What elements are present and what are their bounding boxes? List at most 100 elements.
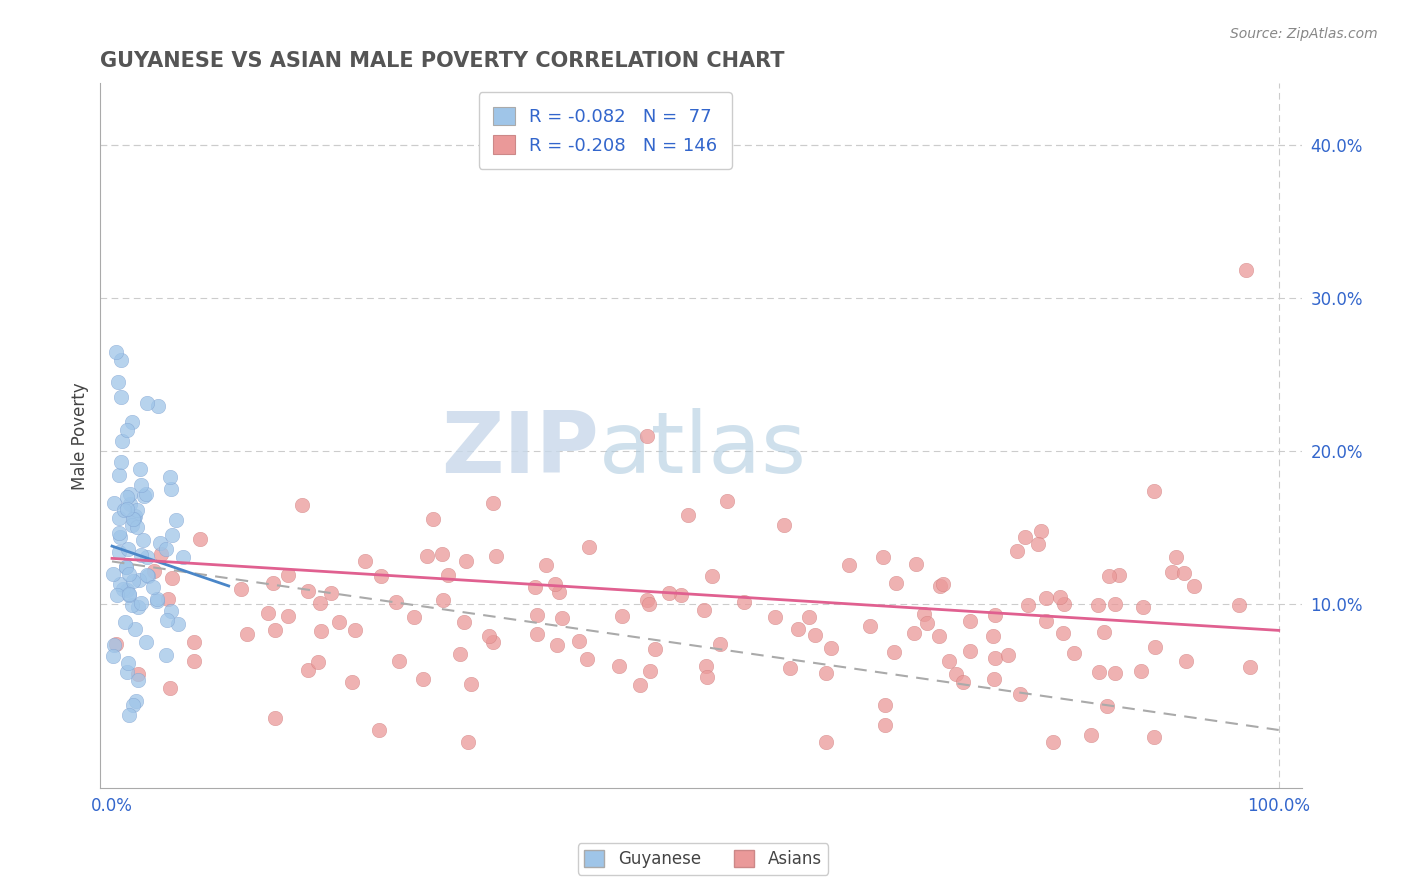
Point [402, 610, 425, 624]
Point [904, 557, 927, 571]
Point [121, 599, 143, 613]
Point [127, 667, 149, 681]
Point [1017, 598, 1039, 612]
Text: atlas: atlas [599, 409, 807, 491]
Point [149, 547, 172, 561]
Point [637, 598, 659, 612]
Point [1087, 599, 1109, 613]
Point [412, 672, 434, 686]
Point [1182, 579, 1205, 593]
Point [658, 586, 681, 600]
Point [145, 593, 167, 607]
Text: GUYANESE VS ASIAN MALE POVERTY CORRELATION CHART: GUYANESE VS ASIAN MALE POVERTY CORRELATI… [100, 51, 785, 70]
Point [117, 502, 139, 516]
Point [696, 670, 718, 684]
Point [838, 558, 860, 572]
Point [709, 638, 731, 652]
Point [256, 606, 278, 620]
Point [103, 648, 125, 663]
Point [114, 615, 136, 629]
Point [773, 518, 796, 533]
Point [1053, 598, 1076, 612]
Point [146, 591, 169, 606]
Point [422, 512, 444, 526]
Point [125, 693, 148, 707]
Point [127, 600, 149, 615]
Point [107, 375, 129, 389]
Point [526, 627, 548, 641]
Y-axis label: Male Poverty: Male Poverty [72, 382, 89, 490]
Point [108, 510, 131, 524]
Point [136, 396, 159, 410]
Point [135, 568, 157, 582]
Point [547, 584, 569, 599]
Point [129, 478, 152, 492]
Point [385, 595, 408, 609]
Point [1008, 687, 1031, 701]
Point [929, 579, 952, 593]
Point [536, 558, 558, 572]
Point [103, 566, 125, 581]
Point [343, 623, 366, 637]
Point [551, 611, 574, 625]
Point [162, 528, 184, 542]
Point [872, 550, 894, 565]
Point [111, 434, 134, 449]
Point [367, 723, 389, 738]
Point [526, 608, 548, 623]
Point [1143, 730, 1166, 744]
Point [156, 592, 179, 607]
Point [815, 735, 838, 749]
Point [1104, 666, 1126, 681]
Point [110, 353, 132, 368]
Point [523, 581, 546, 595]
Point [160, 572, 183, 586]
Point [787, 622, 810, 636]
Point [945, 667, 967, 681]
Point [103, 496, 125, 510]
Point [277, 568, 299, 582]
Point [136, 550, 159, 565]
Point [959, 614, 981, 628]
Point [917, 616, 939, 631]
Point [172, 550, 194, 565]
Point [638, 665, 661, 679]
Point [277, 608, 299, 623]
Point [952, 674, 974, 689]
Point [128, 573, 150, 587]
Point [120, 486, 142, 500]
Point [264, 711, 287, 725]
Point [1098, 569, 1121, 583]
Point [308, 596, 330, 610]
Point [702, 569, 724, 583]
Point [307, 656, 329, 670]
Point [610, 608, 633, 623]
Point [820, 641, 842, 656]
Point [188, 532, 211, 546]
Point [124, 508, 146, 523]
Point [156, 613, 179, 627]
Point [155, 648, 177, 662]
Point [328, 615, 350, 629]
Point [183, 654, 205, 668]
Point [110, 455, 132, 469]
Point [370, 569, 392, 583]
Point [1161, 565, 1184, 579]
Point [291, 498, 314, 512]
Point [873, 718, 896, 732]
Point [692, 603, 714, 617]
Point [449, 647, 471, 661]
Point [115, 424, 138, 438]
Point [155, 542, 177, 557]
Point [453, 615, 475, 629]
Point [578, 540, 600, 554]
Point [231, 582, 253, 596]
Point [478, 629, 501, 643]
Point [695, 659, 717, 673]
Point [544, 577, 567, 591]
Point [115, 490, 138, 504]
Point [1035, 591, 1057, 606]
Point [607, 659, 630, 673]
Point [262, 575, 284, 590]
Point [1166, 550, 1188, 565]
